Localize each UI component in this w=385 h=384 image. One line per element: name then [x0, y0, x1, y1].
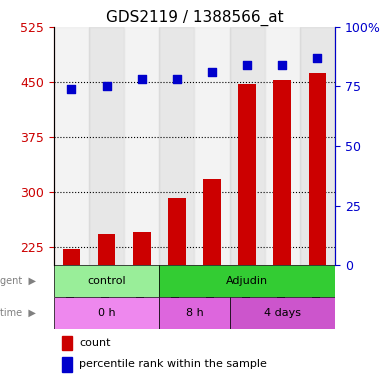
Bar [264, 27, 300, 265]
Text: agent  ▶: agent ▶ [0, 276, 36, 286]
Point [279, 62, 285, 68]
Bar [133, 232, 151, 265]
Bar [194, 27, 229, 265]
Point [174, 76, 180, 83]
FancyBboxPatch shape [54, 297, 159, 329]
Bar [62, 357, 72, 372]
Text: time  ▶: time ▶ [0, 308, 36, 318]
FancyBboxPatch shape [229, 297, 335, 329]
Bar [309, 73, 326, 265]
FancyBboxPatch shape [159, 265, 335, 297]
FancyBboxPatch shape [159, 297, 229, 329]
Text: 0 h: 0 h [98, 308, 116, 318]
Point [69, 86, 75, 92]
Text: Adjudin: Adjudin [226, 276, 268, 286]
Text: 8 h: 8 h [186, 308, 203, 318]
Bar [98, 234, 116, 265]
Point [104, 83, 110, 89]
Bar [168, 198, 186, 265]
Point [244, 62, 250, 68]
FancyBboxPatch shape [54, 265, 159, 297]
Bar [62, 336, 72, 350]
Bar [124, 27, 159, 265]
Bar [300, 27, 335, 265]
Bar [273, 80, 291, 265]
Point [209, 69, 215, 75]
Bar [238, 84, 256, 265]
Bar [54, 27, 89, 265]
Bar [159, 27, 194, 265]
Bar [89, 27, 124, 265]
Bar [229, 27, 265, 265]
Text: control: control [87, 276, 126, 286]
Text: percentile rank within the sample: percentile rank within the sample [79, 359, 267, 369]
Bar [203, 179, 221, 265]
Bar [63, 249, 80, 265]
Text: count: count [79, 338, 111, 348]
Title: GDS2119 / 1388566_at: GDS2119 / 1388566_at [105, 9, 283, 25]
Point [139, 76, 145, 83]
Text: 4 days: 4 days [264, 308, 301, 318]
Point [314, 55, 320, 61]
